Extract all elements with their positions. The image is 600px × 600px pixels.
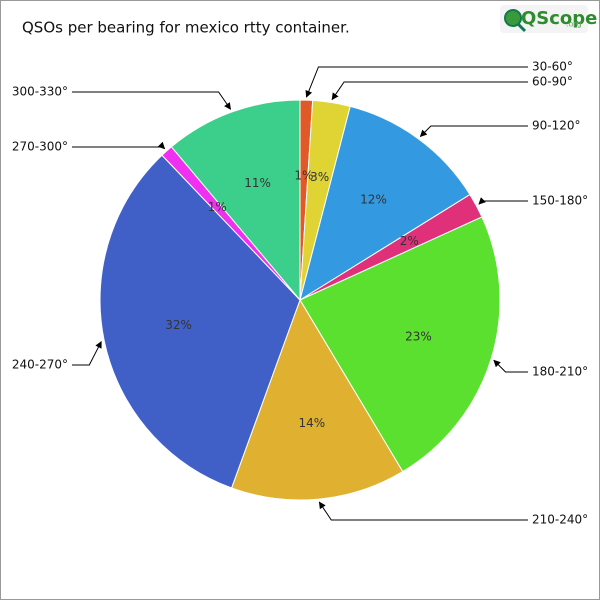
slice-label: 210-240° (532, 513, 588, 527)
leader-line (478, 197, 528, 205)
slice-label: 300-330° (12, 85, 68, 99)
value-label: 12% (360, 193, 387, 207)
slice (99, 154, 301, 489)
value-label: 3% (310, 170, 329, 184)
value-label: 23% (405, 329, 432, 343)
leader-line (305, 66, 528, 98)
value-label: 14% (298, 416, 325, 430)
leader-line (331, 81, 528, 101)
slice-label: 270-300° (12, 140, 68, 154)
slice (299, 216, 501, 473)
slice-label: 240-270° (12, 358, 68, 372)
value-label: 32% (165, 318, 192, 332)
value-label: 2% (400, 234, 419, 248)
slice-label: 60-90° (532, 75, 573, 89)
slice (170, 99, 301, 302)
slice (299, 105, 471, 302)
leader-line (493, 359, 528, 373)
leader-line (72, 141, 166, 150)
slice-label: 30-60° (532, 60, 573, 74)
logo-icon (516, 22, 527, 33)
logo: QScope .org (500, 5, 597, 33)
slice-label: 180-210° (532, 365, 588, 379)
logo-suffix: .org (566, 20, 582, 29)
slice-label: 150-180° (532, 194, 588, 208)
leader-line (318, 501, 528, 521)
slice (230, 298, 404, 501)
chart-title: QSOs per bearing for mexico rtty contain… (22, 19, 350, 37)
logo-icon (504, 9, 522, 27)
leader-line (419, 125, 528, 138)
value-label: 1% (208, 200, 227, 214)
leader-line (72, 340, 102, 366)
logo-text: QScope (521, 8, 597, 29)
leader-line (72, 91, 231, 110)
value-label: 1% (294, 169, 313, 183)
slice-label: 90-120° (532, 119, 581, 133)
value-label: 11% (244, 176, 271, 190)
